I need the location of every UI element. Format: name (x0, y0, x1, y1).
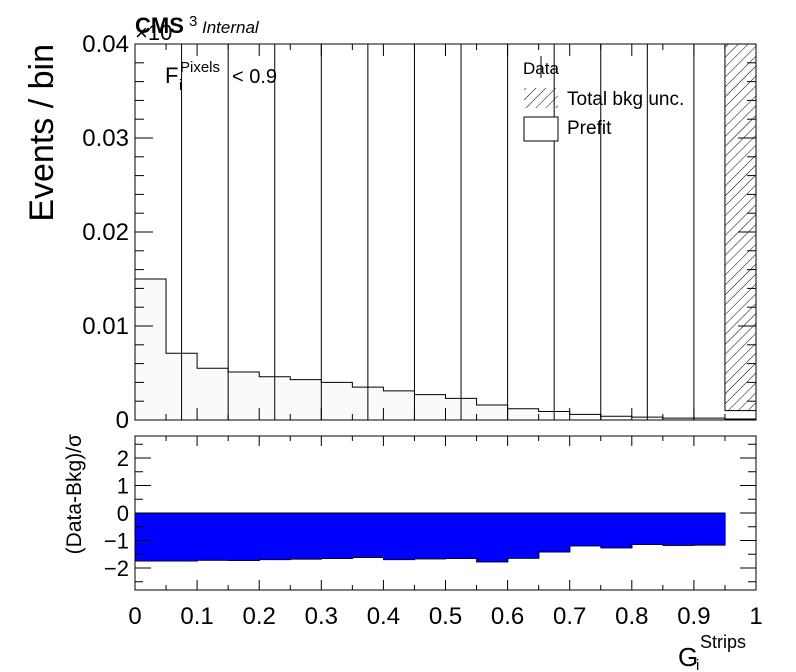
unc-hatch-group (724, 44, 756, 412)
main-y-tick-label: 0.03 (82, 125, 129, 152)
data-points-group (181, 44, 695, 420)
ratio-bar (693, 512, 726, 546)
ratio-bar (600, 512, 633, 549)
prefit-bin (290, 379, 322, 420)
x-tick-label: 0.6 (491, 603, 524, 630)
legend-data-label: Data (523, 59, 559, 78)
ratio-y-tick-label: −1 (104, 529, 129, 554)
ratio-y-tick-label: 1 (117, 474, 129, 499)
ratio-y-tick-label: 2 (117, 446, 129, 471)
ratio-ticks (134, 436, 757, 590)
prefit-bin (569, 414, 601, 420)
ratio-bar (476, 512, 509, 563)
main-y-tick-label: 0.01 (82, 313, 129, 340)
prefit-bin (414, 394, 446, 420)
x-tick-label: 0.8 (615, 603, 648, 630)
prefit-bin (507, 408, 539, 420)
x-tick-label: 1 (749, 603, 762, 630)
x-axis-title-var: G (678, 642, 698, 672)
exponent-power: 3 (189, 13, 197, 30)
ratio-bar (227, 512, 260, 561)
ratio-bar (383, 512, 416, 560)
cut-label-sub: i (179, 77, 182, 94)
ratio-y-axis-title: (Data-Bkg)/σ (63, 434, 86, 554)
x-tick-labels: 0 0.1 0.2 0.3 0.4 0.5 0.6 0.7 0.8 0.9 1 (128, 603, 762, 630)
cms-label: CMS (135, 13, 184, 38)
cut-label-var: F (165, 63, 178, 88)
x-tick-label: 0.7 (553, 603, 586, 630)
ratio-bar (321, 512, 354, 559)
ratio-outline (135, 544, 725, 563)
x-tick-label: 0.1 (180, 603, 213, 630)
main-ticks (134, 43, 757, 421)
ratio-bar (352, 512, 385, 558)
prefit-bin (693, 418, 725, 420)
x-tick-label: 0.4 (367, 603, 400, 630)
cut-label-sup: Pixels (180, 59, 220, 76)
prefit-bin (321, 382, 353, 420)
prefit-bin (476, 404, 508, 420)
legend-prefit-label: Prefit (567, 118, 612, 139)
prefit-bin (197, 368, 229, 420)
x-tick-label: 0 (128, 603, 141, 630)
ratio-bar (662, 512, 695, 546)
x-tick-label: 0.2 (243, 603, 276, 630)
ratio-bar (290, 512, 323, 560)
ratio-bars-group (135, 512, 726, 563)
main-y-tick-label: 0 (116, 407, 129, 434)
prefit-bin (383, 390, 415, 420)
ratio-bar (569, 512, 602, 547)
unc-hatch-bin (724, 44, 756, 412)
x-axis-title-sup: Strips (700, 632, 746, 652)
main-y-tick-label: 0.02 (82, 219, 129, 246)
legend-prefit-swatch (523, 116, 559, 142)
ratio-bar (258, 512, 292, 560)
prefit-bin (135, 279, 167, 420)
legend-unc-label: Total bkg unc. (567, 89, 684, 110)
main-y-tick-label: 0.04 (82, 31, 129, 58)
ratio-bar (538, 512, 571, 553)
ratio-bar (165, 512, 198, 562)
prefit-bin (600, 416, 632, 420)
x-tick-label: 0.9 (677, 603, 710, 630)
ratio-bar (631, 512, 664, 545)
main-y-tick-labels: 0 0.01 0.02 0.03 0.04 (82, 31, 129, 434)
ratio-bar (445, 512, 478, 559)
prefit-bin (228, 372, 260, 420)
x-axis-title-sub: i (696, 657, 699, 672)
legend: Data Total bkg unc. Prefit (523, 56, 684, 142)
ratio-y-tick-label: −2 (104, 556, 129, 581)
legend-unc-swatch (524, 88, 558, 108)
ratio-y-tick-label: 0 (117, 501, 129, 526)
exponent-base: ×10 (135, 20, 172, 45)
ratio-bar (414, 512, 447, 560)
prefit-bin (662, 418, 694, 420)
cut-label-rest: < 0.9 (232, 66, 277, 88)
main-y-axis-title: Events / bin (23, 44, 61, 222)
ratio-bar (196, 512, 229, 561)
ratio-y-tick-labels: 2 10 −1−2 (104, 446, 129, 581)
internal-label: Internal (202, 18, 260, 37)
ratio-bar (507, 512, 540, 559)
x-tick-label: 0.5 (429, 603, 462, 630)
x-tick-label: 0.3 (305, 603, 338, 630)
